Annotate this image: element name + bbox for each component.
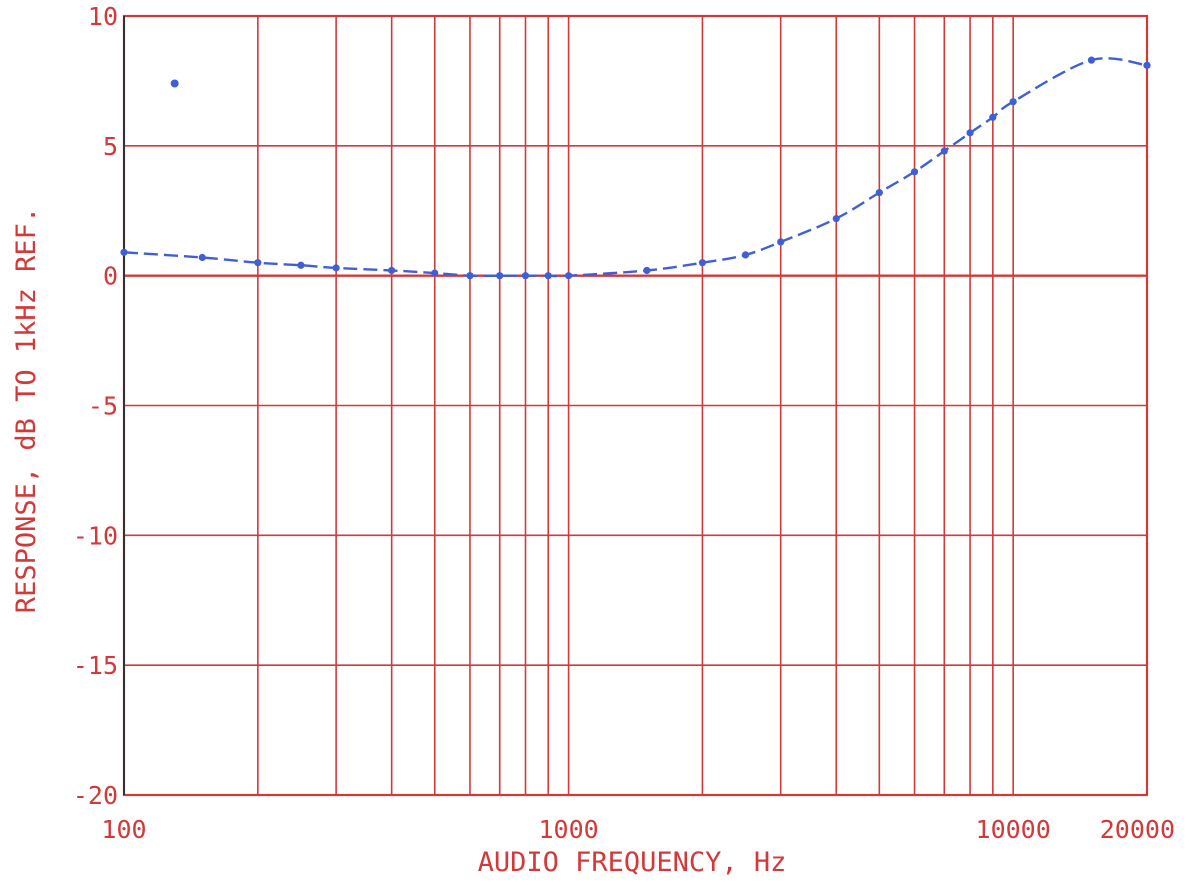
series-point (940, 147, 948, 155)
series-point (643, 266, 651, 275)
series-point (1143, 61, 1151, 69)
series-point (910, 168, 919, 176)
series-point (966, 129, 974, 137)
series-point (544, 272, 552, 280)
x-axis-label: AUDIO FREQUENCY, Hz (478, 847, 787, 878)
grid (123, 15, 1148, 796)
y-tick-label: -15 (73, 651, 118, 680)
y-tick-label: 5 (103, 132, 118, 161)
series-point (388, 266, 396, 275)
y-tick-label: -5 (88, 392, 118, 421)
series-point (120, 248, 128, 256)
series-point (198, 253, 206, 262)
series-point (521, 272, 530, 280)
series-point (989, 113, 997, 121)
series-point (431, 269, 439, 277)
series-point (332, 264, 340, 272)
labels: AUDIO FREQUENCY, Hz RESPONSE, dB TO 1kHz… (11, 2, 1175, 878)
series-point (741, 251, 750, 259)
series-point (496, 272, 504, 280)
y-tick-label: -20 (73, 781, 118, 810)
y-tick-label: 10 (88, 2, 118, 31)
series-point (466, 272, 474, 280)
series-point (1009, 98, 1017, 106)
series-point (254, 259, 262, 267)
series-point (564, 272, 573, 280)
y-tick-label: -10 (73, 521, 118, 550)
series-point (698, 259, 707, 267)
x-tick-label: 1000 (538, 815, 598, 844)
series (120, 56, 1151, 280)
series-point (1087, 56, 1096, 64)
series-point (297, 261, 305, 269)
series-point (875, 188, 883, 197)
y-tick-label: 0 (103, 262, 118, 291)
x-tick-label: 100 (101, 815, 146, 844)
x-tick-label: 10000 (976, 815, 1051, 844)
axes (122, 14, 1149, 797)
series-point (832, 214, 840, 223)
x-tick-label: 20000 (1100, 815, 1175, 844)
series-point (777, 238, 785, 246)
annotation-point (170, 79, 179, 88)
y-axis-label: RESPONSE, dB TO 1kHz REF. (11, 207, 42, 613)
